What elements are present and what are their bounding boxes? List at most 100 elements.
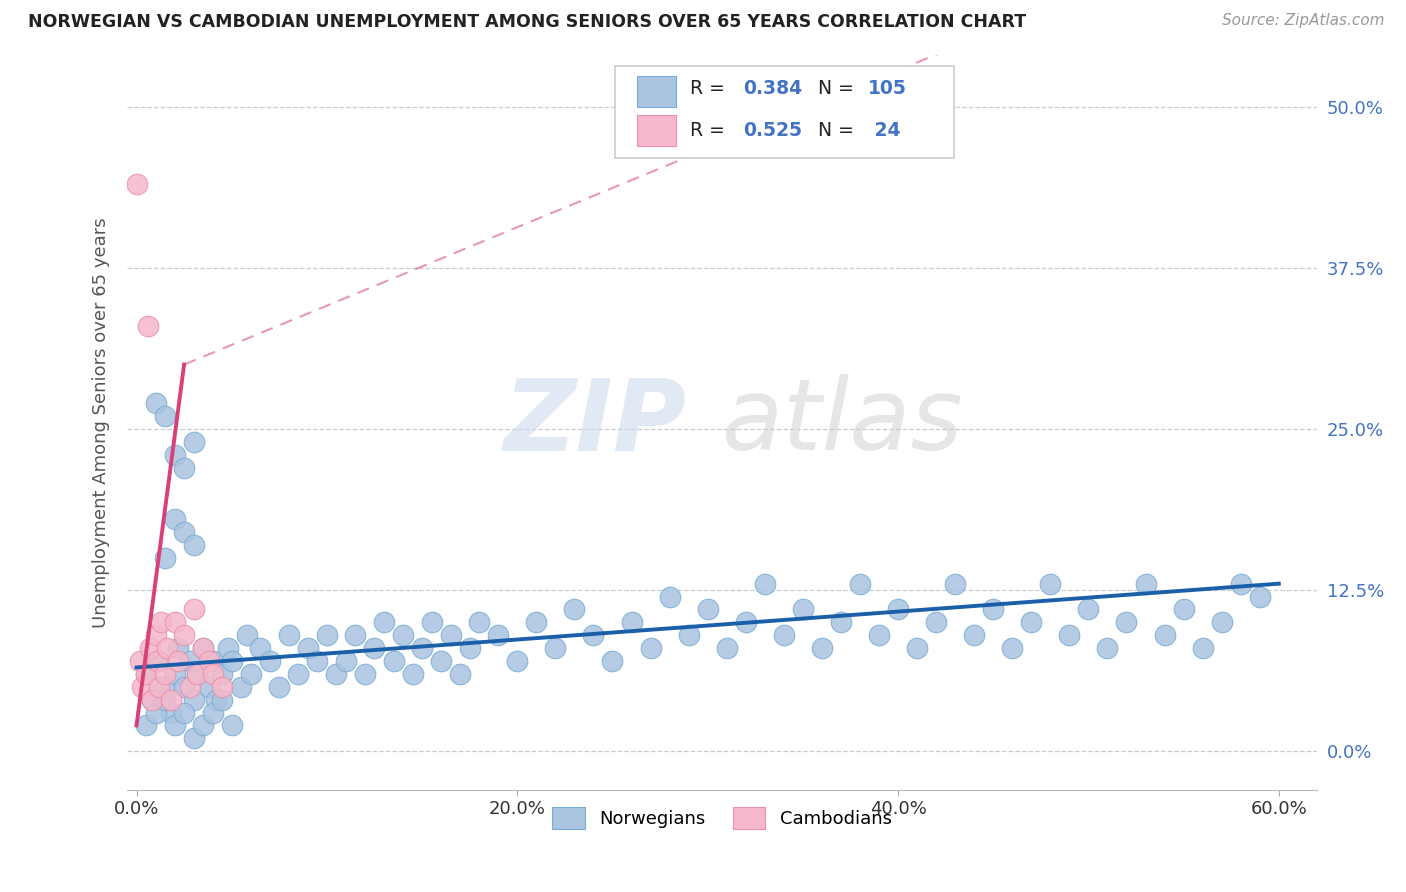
Point: [141, 692, 163, 706]
Text: 0.384: 0.384: [744, 79, 803, 98]
Point: [191, 641, 214, 656]
Point: [963, 628, 986, 642]
Point: [135, 718, 157, 732]
Point: [159, 692, 181, 706]
Text: N =: N =: [818, 79, 860, 98]
Point: [716, 641, 738, 656]
Point: [564, 602, 586, 616]
Point: [139, 641, 162, 656]
Point: [269, 680, 291, 694]
Point: [211, 692, 233, 706]
Point: [167, 641, 190, 656]
Point: [148, 680, 170, 694]
Point: [1001, 641, 1024, 656]
FancyBboxPatch shape: [614, 66, 953, 158]
Point: [239, 666, 262, 681]
Point: [136, 318, 159, 333]
Point: [163, 615, 186, 630]
Point: [211, 666, 233, 681]
Point: [1097, 641, 1119, 656]
Point: [179, 654, 201, 668]
Point: [307, 654, 329, 668]
Point: [658, 590, 681, 604]
Text: NORWEGIAN VS CAMBODIAN UNEMPLOYMENT AMONG SENIORS OVER 65 YEARS CORRELATION CHAR: NORWEGIAN VS CAMBODIAN UNEMPLOYMENT AMON…: [28, 13, 1026, 31]
Point: [153, 666, 176, 681]
Point: [221, 718, 243, 732]
Point: [925, 615, 948, 630]
Point: [811, 641, 834, 656]
Text: Source: ZipAtlas.com: Source: ZipAtlas.com: [1222, 13, 1385, 29]
Point: [249, 641, 271, 656]
Point: [830, 615, 852, 630]
Point: [420, 615, 443, 630]
Point: [145, 706, 167, 720]
Point: [167, 654, 190, 668]
Point: [905, 641, 928, 656]
Point: [135, 666, 157, 681]
Point: [640, 641, 662, 656]
Point: [173, 628, 195, 642]
Point: [231, 680, 253, 694]
Point: [183, 434, 205, 449]
Text: 24: 24: [869, 120, 901, 140]
Point: [1173, 602, 1195, 616]
Point: [373, 615, 395, 630]
Point: [468, 615, 491, 630]
Point: [1077, 602, 1099, 616]
Point: [186, 666, 208, 681]
Point: [191, 718, 214, 732]
Point: [316, 628, 339, 642]
Point: [344, 628, 367, 642]
Point: [392, 628, 415, 642]
Text: atlas: atlas: [721, 374, 963, 471]
Point: [145, 628, 167, 642]
Point: [506, 654, 529, 668]
Point: [620, 615, 643, 630]
Point: [163, 666, 186, 681]
Point: [201, 654, 224, 668]
Point: [524, 615, 547, 630]
Point: [211, 680, 233, 694]
Point: [186, 666, 208, 681]
Point: [449, 666, 471, 681]
Point: [1153, 628, 1175, 642]
Point: [335, 654, 357, 668]
Point: [191, 641, 214, 656]
Point: [173, 460, 195, 475]
Point: [259, 654, 281, 668]
Point: [602, 654, 624, 668]
Point: [678, 628, 700, 642]
Point: [163, 718, 186, 732]
Point: [582, 628, 605, 642]
Point: [173, 680, 195, 694]
Point: [131, 680, 153, 694]
Point: [198, 654, 221, 668]
Point: [183, 692, 205, 706]
FancyBboxPatch shape: [637, 76, 675, 107]
Point: [354, 666, 377, 681]
Point: [772, 628, 794, 642]
Point: [146, 654, 169, 668]
Point: [153, 680, 176, 694]
Point: [486, 628, 509, 642]
Point: [129, 654, 152, 668]
Point: [135, 666, 157, 681]
Point: [868, 628, 890, 642]
Point: [754, 576, 776, 591]
Point: [179, 680, 201, 694]
Point: [217, 641, 239, 656]
Point: [430, 654, 453, 668]
Point: [183, 538, 205, 552]
Point: [411, 641, 433, 656]
Point: [696, 602, 718, 616]
Text: R =: R =: [690, 79, 731, 98]
Point: [156, 641, 179, 656]
Point: [163, 448, 186, 462]
Point: [1115, 615, 1137, 630]
Point: [173, 525, 195, 540]
Text: N =: N =: [818, 120, 860, 140]
Point: [159, 706, 181, 720]
Point: [1191, 641, 1213, 656]
FancyBboxPatch shape: [637, 115, 675, 146]
Point: [297, 641, 319, 656]
